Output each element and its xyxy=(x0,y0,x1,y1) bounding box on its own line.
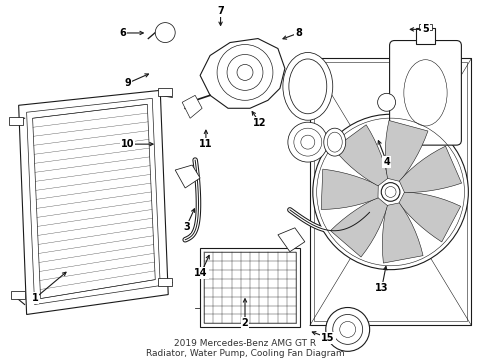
Bar xyxy=(11,291,24,298)
Text: 12: 12 xyxy=(253,118,267,128)
Text: 14: 14 xyxy=(194,268,208,278)
Circle shape xyxy=(378,93,395,111)
Circle shape xyxy=(155,23,175,42)
Text: 3: 3 xyxy=(183,222,190,231)
Bar xyxy=(158,278,172,285)
Circle shape xyxy=(313,114,468,270)
Text: 11: 11 xyxy=(199,139,213,149)
Ellipse shape xyxy=(283,53,333,120)
Polygon shape xyxy=(321,169,378,210)
Polygon shape xyxy=(385,121,428,181)
Ellipse shape xyxy=(324,128,346,156)
Circle shape xyxy=(326,307,369,351)
Bar xyxy=(158,88,172,96)
Bar xyxy=(314,62,467,321)
Circle shape xyxy=(288,122,328,162)
Polygon shape xyxy=(330,197,388,257)
Text: 13: 13 xyxy=(375,283,389,293)
Polygon shape xyxy=(278,228,305,252)
Bar xyxy=(9,117,23,125)
Text: 5: 5 xyxy=(422,24,429,35)
Polygon shape xyxy=(399,192,461,242)
Circle shape xyxy=(381,183,400,201)
Bar xyxy=(204,252,296,323)
Polygon shape xyxy=(399,146,462,193)
Bar xyxy=(418,24,433,30)
Polygon shape xyxy=(334,125,388,186)
Text: 9: 9 xyxy=(124,78,131,88)
Polygon shape xyxy=(175,165,200,188)
Text: 15: 15 xyxy=(321,333,335,343)
Text: 7: 7 xyxy=(217,6,224,17)
Bar xyxy=(310,58,471,325)
Text: 1: 1 xyxy=(31,293,38,303)
Polygon shape xyxy=(182,95,202,118)
Text: 4: 4 xyxy=(383,157,390,167)
Polygon shape xyxy=(19,90,168,315)
Bar xyxy=(200,248,300,328)
Text: 6: 6 xyxy=(120,28,126,38)
Text: 8: 8 xyxy=(295,28,302,38)
Text: 2: 2 xyxy=(242,319,248,328)
FancyBboxPatch shape xyxy=(390,41,462,145)
Bar xyxy=(416,28,436,44)
Text: 10: 10 xyxy=(121,139,134,149)
Polygon shape xyxy=(382,203,423,263)
Polygon shape xyxy=(200,39,285,108)
Text: 2019 Mercedes-Benz AMG GT R
Radiator, Water Pump, Cooling Fan Diagram: 2019 Mercedes-Benz AMG GT R Radiator, Wa… xyxy=(146,339,344,358)
